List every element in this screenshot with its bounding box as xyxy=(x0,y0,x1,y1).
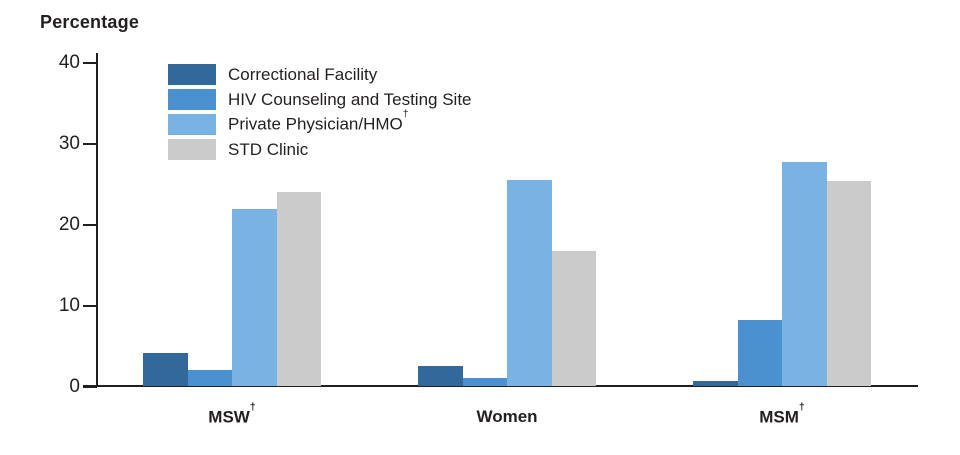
y-axis-line xyxy=(96,53,98,387)
legend-item: Correctional Facility xyxy=(168,64,472,85)
bar xyxy=(232,209,277,386)
bar xyxy=(737,320,782,386)
legend-label: Correctional Facility xyxy=(228,64,378,84)
legend: Correctional Facility HIV Counseling and … xyxy=(168,64,472,164)
legend-label: STD Clinic xyxy=(228,139,309,159)
x-axis-line xyxy=(83,385,918,387)
y-tick-mark xyxy=(83,224,97,226)
y-tick-mark xyxy=(83,386,97,388)
legend-item: Private Physician/HMO† xyxy=(168,108,472,135)
legend-label: Private Physician/HMO† xyxy=(228,108,409,134)
x-category-label: MSW† xyxy=(208,401,256,427)
legend-item: HIV Counseling and Testing Site xyxy=(168,89,472,110)
dagger-superscript: † xyxy=(249,401,256,414)
legend-swatch xyxy=(168,114,216,135)
bar xyxy=(462,378,507,386)
legend-swatch xyxy=(168,64,216,85)
y-tick-label: 10 xyxy=(58,295,80,316)
bar xyxy=(782,162,827,386)
bar xyxy=(418,366,463,386)
bar xyxy=(507,180,552,386)
bar xyxy=(276,192,321,386)
legend-label: HIV Counseling and Testing Site xyxy=(228,89,472,109)
y-tick-mark xyxy=(83,305,97,307)
legend-swatch xyxy=(168,139,216,160)
legend-item: STD Clinic xyxy=(168,139,472,160)
bar xyxy=(143,353,188,386)
x-category-label: MSM† xyxy=(759,401,805,427)
y-tick-mark xyxy=(83,62,97,64)
y-tick-mark xyxy=(83,143,97,145)
y-axis-title: Percentage xyxy=(40,12,140,32)
dagger-superscript: † xyxy=(402,108,409,121)
y-tick-label: 30 xyxy=(58,133,80,154)
x-category-label: Women xyxy=(476,407,538,426)
y-tick-label: 40 xyxy=(58,52,80,73)
bar xyxy=(551,251,596,386)
bar xyxy=(693,381,738,386)
y-tick-label: 0 xyxy=(69,376,80,397)
dagger-superscript: † xyxy=(798,401,805,414)
legend-swatch xyxy=(168,89,216,110)
bar xyxy=(187,370,232,386)
y-tick-label: 20 xyxy=(58,214,80,235)
bar xyxy=(826,181,871,386)
